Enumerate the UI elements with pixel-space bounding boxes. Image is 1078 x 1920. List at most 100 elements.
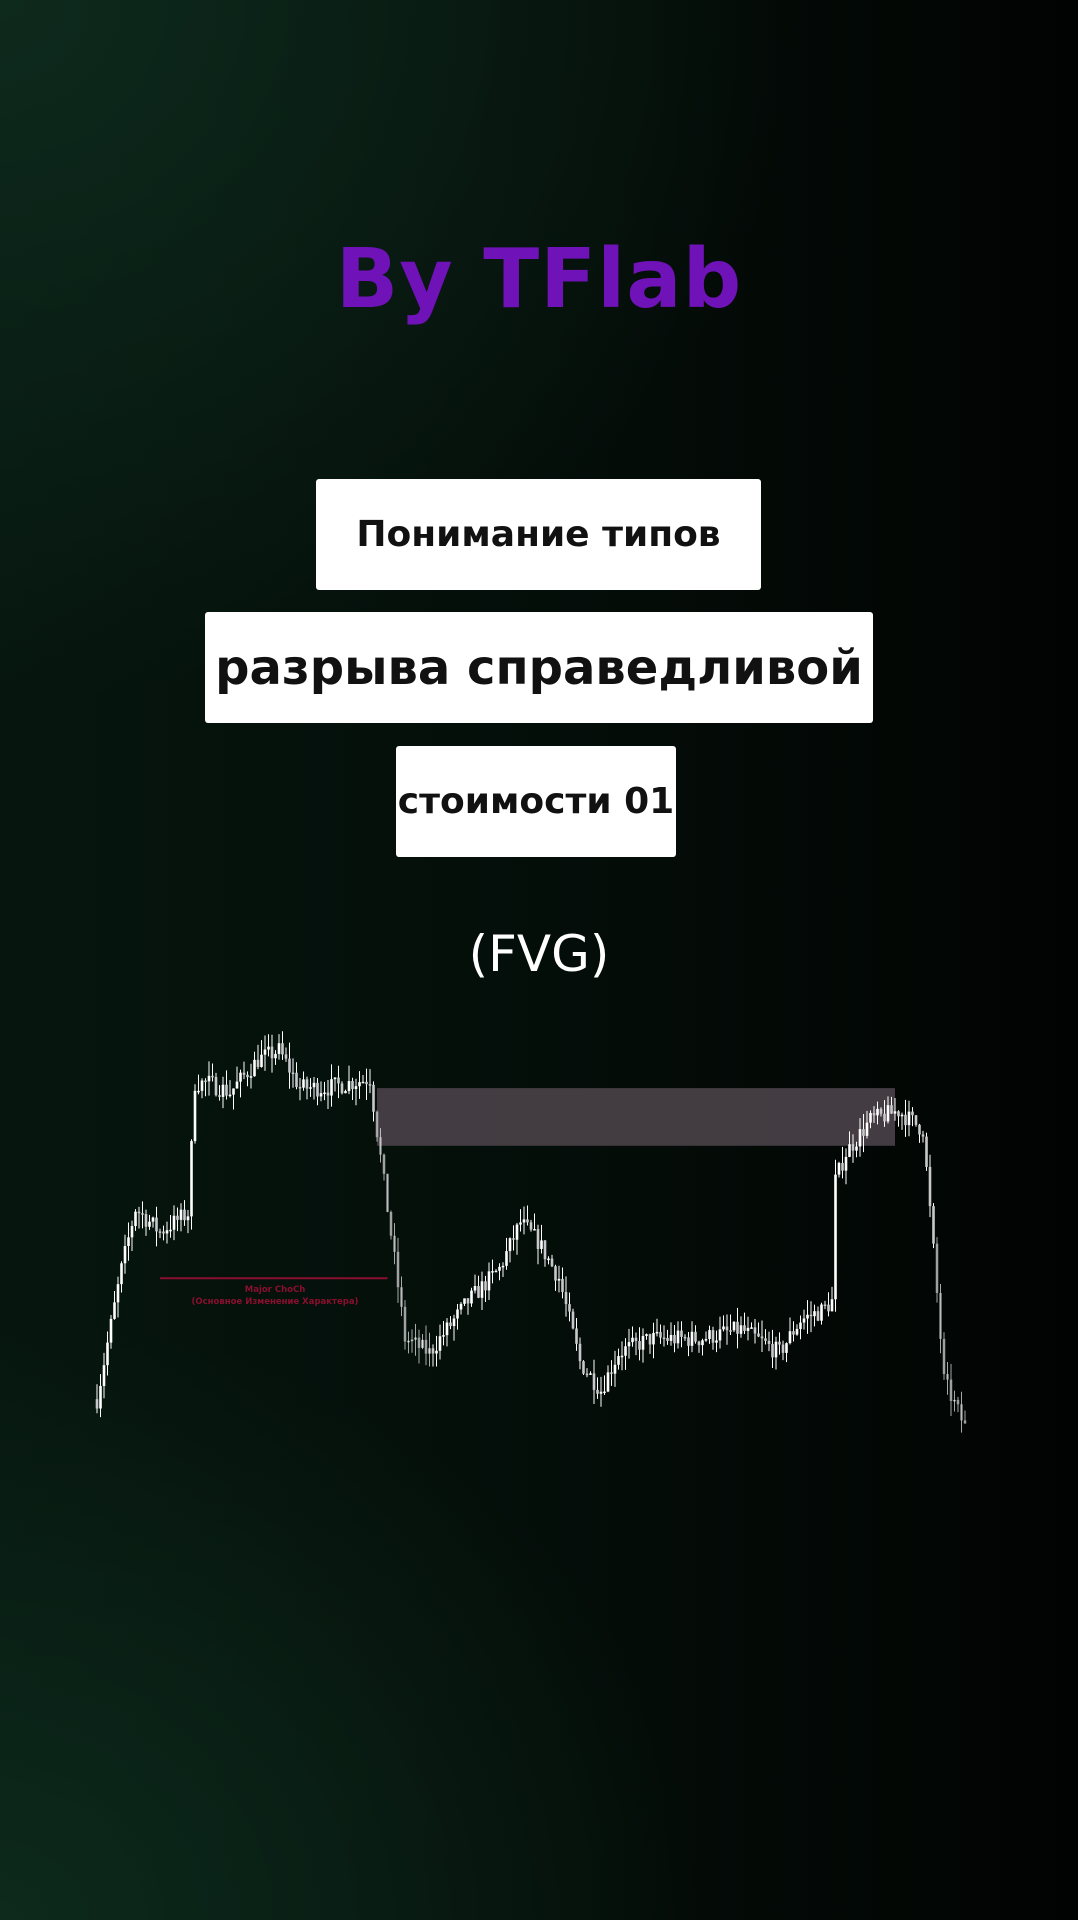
candle-body: [659, 1331, 662, 1338]
candle-body: [627, 1342, 631, 1347]
candle-body: [211, 1075, 214, 1078]
candle-body: [361, 1081, 365, 1084]
candle-body: [855, 1146, 858, 1151]
candle-body: [893, 1111, 897, 1114]
candle-body: [158, 1231, 162, 1233]
candle-body: [197, 1090, 200, 1093]
candle-body: [718, 1329, 722, 1341]
candle-body: [526, 1219, 529, 1223]
candle-body: [284, 1054, 288, 1059]
candle-body: [372, 1084, 375, 1112]
candle-body: [228, 1094, 232, 1097]
candle-body: [641, 1335, 645, 1350]
candle-body: [904, 1114, 907, 1126]
candle-body: [648, 1334, 652, 1345]
candle-body: [232, 1088, 235, 1095]
candle-body: [466, 1298, 470, 1304]
candle-body: [557, 1278, 561, 1281]
candle-body: [760, 1336, 764, 1339]
candle-body: [869, 1112, 872, 1123]
candle-body: [316, 1082, 319, 1097]
candle-body: [914, 1115, 918, 1125]
candle-body: [746, 1327, 750, 1331]
candle-body: [827, 1304, 830, 1312]
candle-body: [225, 1084, 228, 1096]
title-line-1: Понимание типов: [316, 479, 761, 590]
candle-body: [652, 1332, 655, 1345]
candle-body: [519, 1222, 522, 1225]
candle-body: [477, 1285, 480, 1298]
candle-body: [550, 1258, 554, 1267]
candle-body: [120, 1263, 123, 1285]
candle-body: [459, 1303, 463, 1310]
candle-body: [337, 1077, 340, 1084]
candle-body: [375, 1111, 379, 1138]
candle-body: [501, 1265, 505, 1268]
candle-body: [505, 1251, 508, 1266]
candle-body: [137, 1211, 141, 1214]
candle-body: [256, 1059, 260, 1067]
candle-body: [617, 1356, 620, 1365]
candle-body: [662, 1337, 666, 1340]
brand-title: By TFlab: [335, 232, 743, 327]
candle-body: [533, 1229, 536, 1231]
candle-body: [487, 1271, 491, 1291]
candle-body: [771, 1343, 774, 1358]
candle-body: [183, 1209, 186, 1221]
candle-body: [522, 1219, 526, 1223]
candle-body: [449, 1322, 452, 1327]
candle-body: [445, 1322, 449, 1336]
candle-body: [424, 1339, 428, 1354]
candle-body: [673, 1334, 676, 1344]
candle-body: [99, 1385, 102, 1409]
candle-body: [235, 1081, 239, 1089]
candle-body: [743, 1325, 746, 1331]
candle-body: [347, 1081, 351, 1092]
candle-body: [897, 1111, 900, 1117]
candle-body: [645, 1334, 648, 1336]
candle-body: [778, 1341, 781, 1345]
candle-body: [890, 1105, 893, 1114]
candle-body: [631, 1337, 634, 1343]
candle-body: [407, 1340, 410, 1343]
candle-body: [666, 1338, 669, 1341]
candle-body: [169, 1229, 172, 1232]
candle-body: [162, 1231, 165, 1234]
candle-body: [113, 1302, 116, 1319]
candle-body: [326, 1092, 330, 1096]
candle-body: [288, 1058, 291, 1073]
candle-body: [792, 1331, 795, 1335]
candle-body: [417, 1337, 421, 1348]
candle-body: [134, 1211, 137, 1227]
candle-body: [816, 1311, 820, 1321]
candle-body: [379, 1137, 382, 1155]
candle-body: [281, 1043, 284, 1055]
candle-body: [802, 1318, 806, 1323]
candle-body: [218, 1095, 221, 1097]
candle-body: [141, 1213, 144, 1215]
candle-body: [820, 1304, 823, 1321]
candle-body: [260, 1054, 263, 1067]
candle-body: [351, 1081, 354, 1090]
candle-body: [253, 1059, 256, 1077]
candle-body: [851, 1144, 855, 1151]
candle-body: [109, 1318, 113, 1343]
candle-body: [389, 1212, 393, 1236]
candle-body: [295, 1072, 298, 1088]
candle-body: [732, 1321, 736, 1331]
candle-body: [386, 1173, 389, 1213]
candle-body: [428, 1348, 431, 1354]
candle-body: [106, 1342, 109, 1366]
candle-body: [358, 1082, 361, 1087]
candle-body: [554, 1266, 557, 1281]
candle-body: [127, 1237, 130, 1247]
candle-body: [421, 1339, 424, 1348]
candle-body: [200, 1080, 204, 1091]
candle-body: [221, 1084, 225, 1097]
candle-body: [512, 1238, 515, 1240]
candle-body: [319, 1093, 323, 1097]
candle-body: [309, 1087, 312, 1089]
candle-body: [172, 1215, 176, 1230]
title-line-3-text: стоимости 01: [397, 781, 675, 822]
candle-body: [396, 1251, 400, 1288]
